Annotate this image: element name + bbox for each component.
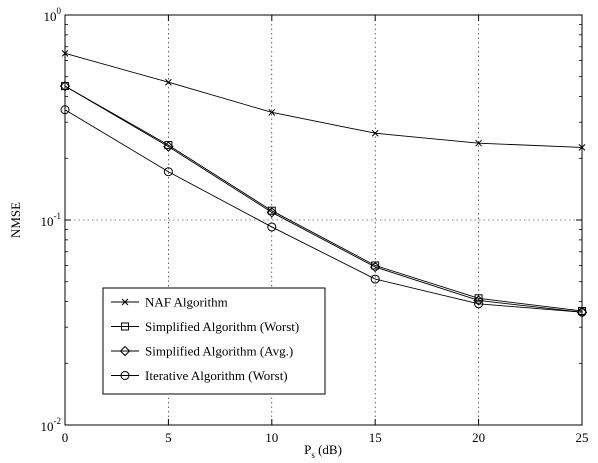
series-line	[64, 85, 583, 313]
diamond-marker	[59, 80, 71, 92]
x-marker	[121, 298, 129, 306]
diamond-marker	[369, 261, 381, 273]
x-marker	[165, 78, 172, 86]
series-diamond	[59, 80, 588, 318]
legend-label: NAF Algorithm	[145, 295, 228, 310]
x-tick-label: 0	[62, 430, 69, 445]
series-circle	[60, 105, 587, 317]
circle-marker	[267, 222, 277, 232]
series-line	[64, 109, 583, 313]
series-line	[64, 85, 583, 312]
x-tick-label: 10	[265, 430, 278, 445]
series-group	[59, 49, 588, 318]
legend-label: Simplified Algorithm (Avg.)	[145, 344, 293, 359]
x-marker	[475, 139, 482, 147]
series-line	[64, 52, 583, 148]
circle-marker	[577, 307, 587, 317]
y-tick-label: 10-2	[41, 416, 62, 434]
square-marker	[474, 294, 483, 303]
y-tick-label: 100	[44, 6, 62, 24]
square-marker	[121, 322, 129, 331]
x-tick-label: 5	[165, 430, 172, 445]
circle-marker	[60, 105, 70, 115]
circle-marker	[163, 167, 173, 177]
x-marker	[371, 129, 379, 137]
legend-item: Simplified Algorithm (Worst)	[111, 319, 299, 334]
circle-marker	[370, 274, 380, 284]
grid	[65, 15, 582, 425]
x-marker	[578, 144, 586, 151]
y-tick-label: 10-1	[41, 211, 62, 229]
x-tick-label: 15	[369, 430, 382, 445]
legend-item: Iterative Algorithm (Worst)	[111, 368, 288, 383]
axis-ticks: 0 5 10 15 20 25 100 10-1 10-2	[41, 6, 589, 445]
legend-label: Simplified Algorithm (Worst)	[145, 319, 299, 334]
circle-marker	[120, 371, 130, 380]
y-axis-label: NMSE	[8, 202, 23, 238]
legend: NAF Algorithm Simplified Algorithm (Worst…	[102, 287, 326, 395]
circle-marker	[474, 299, 484, 309]
legend-item: NAF Algorithm	[111, 295, 228, 310]
series-x	[61, 49, 586, 151]
legend-label: Iterative Algorithm (Worst)	[145, 368, 288, 383]
diamond-marker	[473, 295, 484, 306]
series-square	[61, 82, 586, 315]
legend-item: Simplified Algorithm (Avg.)	[111, 344, 293, 359]
diamond-marker	[119, 345, 131, 357]
x-axis-label: Ps (dB)	[304, 442, 342, 460]
x-tick-label: 20	[472, 430, 485, 445]
legend-box	[102, 287, 326, 395]
x-tick-label: 25	[576, 430, 589, 445]
diamond-marker	[266, 207, 278, 218]
x-marker	[268, 109, 276, 116]
x-marker	[61, 49, 69, 57]
diamond-marker	[163, 141, 174, 152]
square-marker	[61, 82, 69, 91]
